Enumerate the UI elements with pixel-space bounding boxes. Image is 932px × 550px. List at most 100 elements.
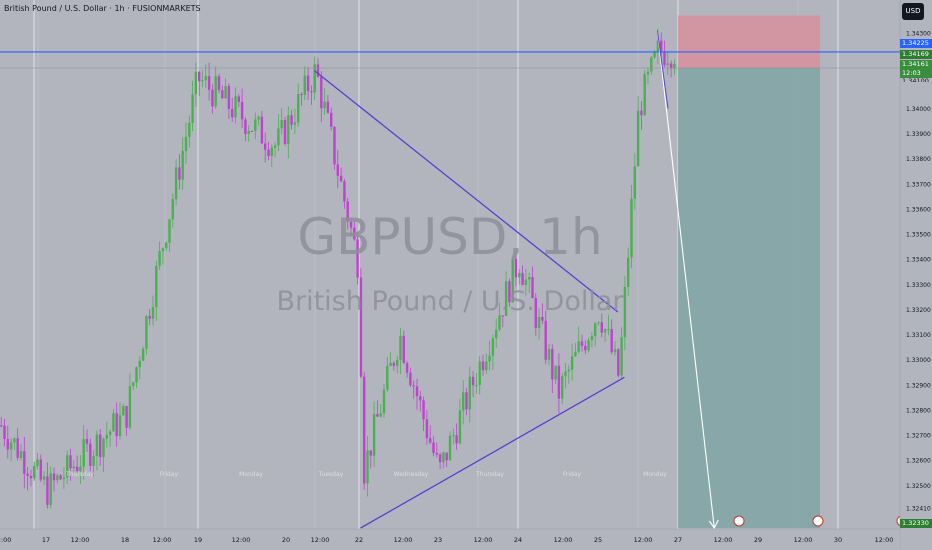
candle-body <box>155 265 158 307</box>
time-tick-label: 12:00 <box>232 536 251 544</box>
candle-body <box>280 119 283 129</box>
candle-body <box>115 413 118 437</box>
price-tick-label: 1.32700 <box>906 433 931 440</box>
candle-body <box>399 335 402 360</box>
candle-body <box>425 419 429 439</box>
candle-body <box>224 85 227 99</box>
candle-body <box>211 89 214 107</box>
candle-body <box>267 149 270 157</box>
candles <box>0 28 676 509</box>
candle-body <box>128 386 132 428</box>
time-tick-label: 23 <box>434 536 442 544</box>
candle-body <box>442 452 445 463</box>
candle-body <box>326 101 330 113</box>
entry-connector <box>656 30 669 109</box>
candle-body <box>135 367 138 383</box>
day-name-label: Monday <box>643 471 667 478</box>
candle-body <box>508 281 511 303</box>
time-tick-label: 22 <box>355 536 363 544</box>
candle-body <box>316 64 320 77</box>
candle-body <box>653 51 656 58</box>
candle-body <box>465 392 468 410</box>
candle-body <box>452 435 455 437</box>
price-tick-label: 1.33000 <box>906 357 931 364</box>
candle-body <box>168 219 171 243</box>
candle-body <box>564 371 567 377</box>
time-tick-label: 30 <box>834 536 842 544</box>
time-tick-label: 12:00 <box>554 536 573 544</box>
candle-body <box>382 389 386 414</box>
price-tick-label: 1.32600 <box>906 458 931 465</box>
candle-body <box>207 76 211 90</box>
candle-body <box>85 439 89 444</box>
candle-body <box>541 317 544 321</box>
time-tick-label: 12:00 <box>875 536 894 544</box>
candle-body <box>273 145 277 148</box>
candle-body <box>122 406 125 416</box>
candle-body <box>359 277 363 377</box>
time-tick-label: 12:00 <box>311 536 330 544</box>
triangle-lower-line <box>360 376 625 529</box>
drawings[interactable] <box>0 30 908 530</box>
time-tick-label: 12:00 <box>474 536 493 544</box>
candle-body <box>409 372 412 386</box>
candle-body <box>577 341 580 352</box>
candle-body <box>29 475 33 479</box>
candle-body <box>89 443 92 466</box>
currency-button[interactable]: USD <box>902 3 924 20</box>
candle-body <box>184 136 188 151</box>
candle-body <box>188 122 191 137</box>
price-tick-label: 1.33300 <box>906 282 931 289</box>
stop-partial-tag: 1.34100 <box>902 77 929 82</box>
candle-body <box>217 76 221 91</box>
candle-body <box>33 465 36 479</box>
candle-body <box>584 345 587 351</box>
candle-body <box>204 76 207 81</box>
candle-body <box>158 251 161 266</box>
candle-body <box>363 376 366 484</box>
candle-body <box>590 336 594 341</box>
candle-body <box>16 438 19 458</box>
candle-body <box>488 355 491 362</box>
time-axis[interactable] <box>0 529 900 550</box>
candle-body <box>617 349 620 376</box>
price-axis[interactable] <box>900 0 932 550</box>
candle-body <box>214 76 217 107</box>
time-tick-label: 12:00 <box>71 536 90 544</box>
candle-body <box>438 454 442 463</box>
bottom-price-tag: 1.32330 <box>900 519 932 528</box>
candle-body <box>518 272 521 278</box>
day-name-label: Friday <box>563 471 582 478</box>
candle-body <box>603 329 607 333</box>
candle-body <box>557 365 561 399</box>
candle-body <box>551 348 554 380</box>
candle-body <box>346 201 349 222</box>
candle-body <box>171 199 174 220</box>
price-tick-label: 1.32500 <box>906 483 931 490</box>
price-tick-label: 1.33400 <box>906 257 931 264</box>
candle-body <box>666 63 669 65</box>
candle-body <box>99 434 102 458</box>
candle-body <box>194 71 198 95</box>
candle-body <box>250 131 254 133</box>
candle-body <box>138 360 141 368</box>
candle-body <box>633 166 636 199</box>
price-tick-label: 1.34300 <box>906 31 931 38</box>
candle-body <box>56 475 59 481</box>
time-tick-label: 12:00 <box>634 536 653 544</box>
candle-body <box>264 143 267 150</box>
profit-zone <box>678 68 820 528</box>
candle-body <box>3 425 6 439</box>
candle-body <box>656 40 660 52</box>
day-name-label: Thursday <box>65 471 94 478</box>
candle-body <box>627 257 630 288</box>
symbol-title[interactable]: British Pound / U.S. Dollar · 1h · FUSIO… <box>4 4 201 13</box>
time-tick-label: 25 <box>594 536 602 544</box>
candle-body <box>514 259 518 278</box>
candle-body <box>412 385 415 387</box>
watermark-description: British Pound / U.S. Dollar <box>276 286 624 317</box>
candle-body <box>663 51 666 65</box>
level-price-tag: 1.34225 <box>900 39 932 48</box>
position-zones[interactable] <box>678 15 820 528</box>
